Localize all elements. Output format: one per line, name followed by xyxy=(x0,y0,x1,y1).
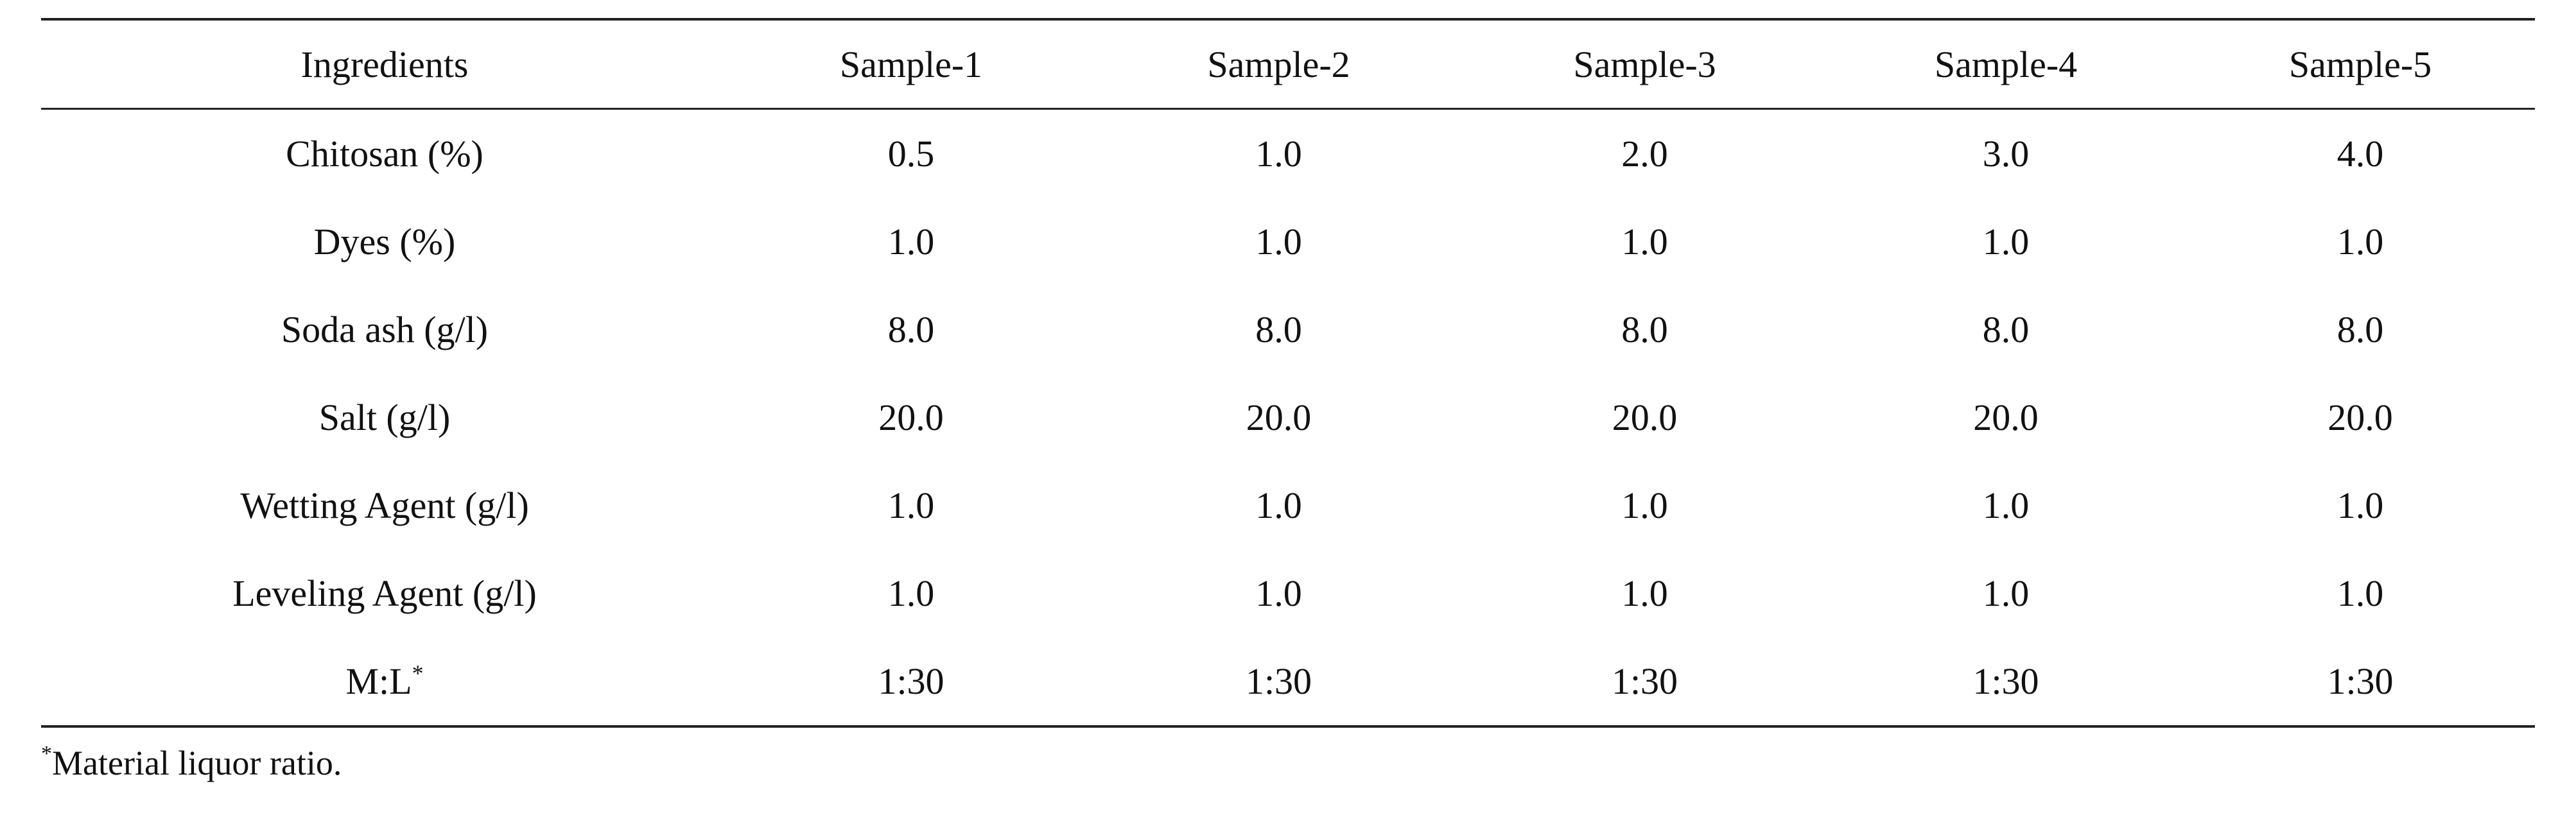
footnote-text: Material liquor ratio. xyxy=(52,744,342,782)
table-cell: 1.0 xyxy=(1982,572,2030,614)
table-row: Leveling Agent (g/l) 1.0 1.0 1.0 1.0 1.0 xyxy=(41,549,2535,637)
footnote-marker: * xyxy=(41,742,52,766)
ingredients-table: Ingredients Sample-1 Sample-2 Sample-3 S… xyxy=(41,18,2535,728)
row-label: M:L* xyxy=(41,637,728,728)
ingredients-table-container: Ingredients Sample-1 Sample-2 Sample-3 S… xyxy=(41,18,2535,728)
table-cell: 1:30 xyxy=(1463,637,1826,728)
table-footnote: *Material liquor ratio. xyxy=(41,743,342,783)
table-cell: 4.0 xyxy=(2337,133,2384,175)
table-row: Wetting Agent (g/l) 1.0 1.0 1.0 1.0 1.0 xyxy=(41,461,2535,549)
row-label: Dyes (%) xyxy=(313,221,456,262)
table-cell: 8.0 xyxy=(1982,309,2030,350)
table-cell: 20.0 xyxy=(1973,397,2039,438)
table-cell: 8.0 xyxy=(2337,309,2384,350)
table-cell: 20.0 xyxy=(878,397,944,438)
header-ingredients: Ingredients xyxy=(41,18,728,110)
header-sample-2: Sample-2 xyxy=(1094,18,1463,110)
table-cell: 8.0 xyxy=(1621,309,1668,350)
row-label: Salt (g/l) xyxy=(318,397,451,438)
table-cell: 1:30 xyxy=(728,637,1094,728)
table-cell: 1:30 xyxy=(1094,637,1463,728)
table-cell: 1.0 xyxy=(1255,572,1302,614)
table-cell: 20.0 xyxy=(1246,397,1312,438)
table-cell: 1.0 xyxy=(1982,221,2030,262)
table-row: Chitosan (%) 0.5 1.0 2.0 3.0 4.0 xyxy=(41,109,2535,198)
header-sample-1: Sample-1 xyxy=(728,18,1094,110)
table-cell: 1.0 xyxy=(1255,133,1302,175)
table-cell: 2.0 xyxy=(1621,133,1668,175)
header-sample-3: Sample-3 xyxy=(1463,18,1826,110)
table-cell: 8.0 xyxy=(1255,309,1302,350)
table-cell: 1.0 xyxy=(2337,572,2384,614)
table-cell: 1.0 xyxy=(887,221,935,262)
table-cell: 1.0 xyxy=(1621,572,1668,614)
table-cell: 20.0 xyxy=(1612,397,1678,438)
table-cell: 1.0 xyxy=(1621,485,1668,526)
table-cell: 20.0 xyxy=(2328,397,2393,438)
table-cell: 1:30 xyxy=(2186,637,2535,728)
table-header-row: Ingredients Sample-1 Sample-2 Sample-3 S… xyxy=(41,18,2535,110)
row-label: Chitosan (%) xyxy=(286,133,483,175)
row-label-text: M:L xyxy=(345,660,412,702)
table-cell: 1.0 xyxy=(1255,485,1302,526)
header-sample-5: Sample-5 xyxy=(2186,18,2535,110)
table-cell: 8.0 xyxy=(887,309,935,350)
table-cell: 1.0 xyxy=(887,572,935,614)
table-cell: 1.0 xyxy=(1982,485,2030,526)
row-label: Leveling Agent (g/l) xyxy=(232,572,537,614)
header-sample-4: Sample-4 xyxy=(1826,18,2186,110)
row-label: Soda ash (g/l) xyxy=(281,309,489,350)
table-cell: 1.0 xyxy=(1255,221,1302,262)
table-cell: 1.0 xyxy=(2337,221,2384,262)
table-cell: 0.5 xyxy=(887,133,935,175)
table-row: Soda ash (g/l) 8.0 8.0 8.0 8.0 8.0 xyxy=(41,286,2535,373)
table-cell: 1.0 xyxy=(887,485,935,526)
table-cell: 3.0 xyxy=(1982,133,2030,175)
table-cell: 1:30 xyxy=(1826,637,2186,728)
table-cell: 1.0 xyxy=(1621,221,1668,262)
table-row: Dyes (%) 1.0 1.0 1.0 1.0 1.0 xyxy=(41,198,2535,286)
footnote-marker: * xyxy=(412,660,424,686)
row-label: Wetting Agent (g/l) xyxy=(240,485,529,526)
table-cell: 1.0 xyxy=(2337,485,2384,526)
table-row: M:L* 1:30 1:30 1:30 1:30 1:30 xyxy=(41,637,2535,728)
table-row: Salt (g/l) 20.0 20.0 20.0 20.0 20.0 xyxy=(41,373,2535,461)
